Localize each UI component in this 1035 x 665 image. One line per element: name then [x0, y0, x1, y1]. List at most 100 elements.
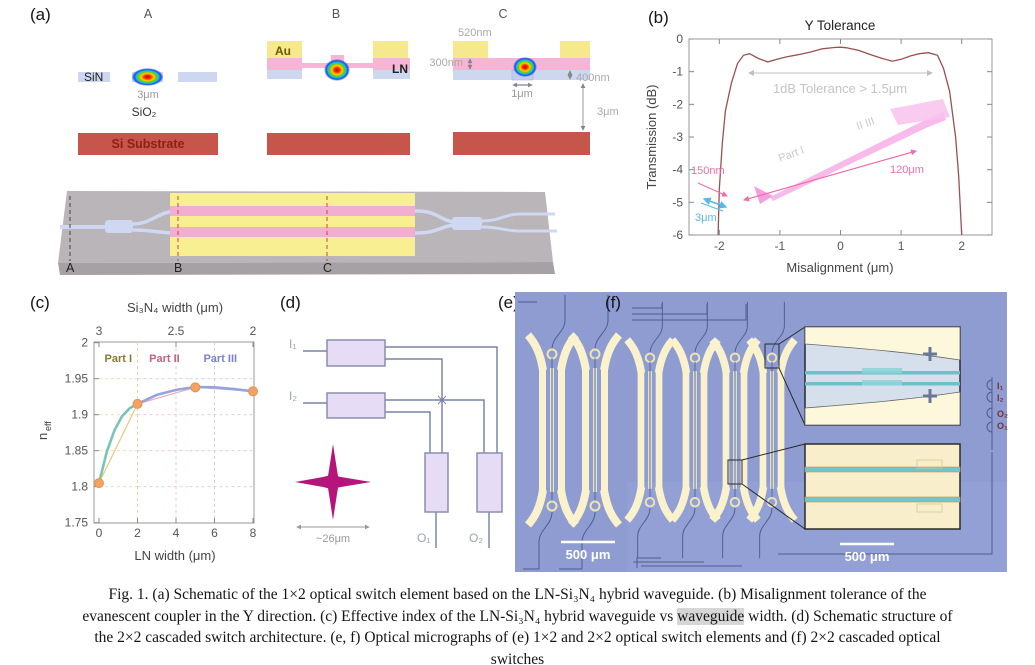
callout-box-top: [764, 343, 780, 369]
x-tick-label: -1: [775, 239, 786, 253]
switch-element-1: [326, 339, 386, 367]
inset-bottom-frame: [804, 443, 961, 530]
scale-bar-label: 500 μm: [845, 549, 890, 564]
callout-box-bottom: [727, 459, 743, 485]
input-1-label: I₁: [289, 337, 296, 351]
ln-layer: [373, 58, 410, 70]
panel-a-schematic: A SiN 3μm SiO₂ Si Substrate B Au LN: [58, 7, 619, 275]
micrograph-f: I₁ I₂ O₂ O₁ 500 μm: [627, 292, 1008, 572]
region-label: Part III: [203, 353, 237, 365]
sin-width-label: 3μm: [695, 212, 717, 224]
caption-line-4: switches: [490, 650, 545, 665]
output-1-label: O₁: [417, 531, 430, 545]
si-substrate: [267, 133, 410, 155]
caption-line-2: evanescent coupler in the Y direction. (…: [0, 606, 1035, 628]
panel-a-label: (a): [30, 5, 51, 24]
caption-line-3: the 2×2 cascaded switch architecture. (e…: [94, 629, 941, 646]
x-tick-label: 0: [837, 239, 844, 253]
callout-line: [778, 367, 806, 426]
caption-line-2-post: width. (d) Schematic structure of: [744, 607, 953, 625]
sin-strip: [373, 70, 410, 79]
callout-line: [741, 483, 806, 530]
au-pad: [453, 41, 488, 58]
inset-top: [804, 326, 961, 426]
chart-title: Y Tolerance: [805, 18, 876, 33]
gridlines: [99, 342, 254, 523]
region-labels: Part I Part II Part III: [104, 353, 237, 365]
sin-width-arrow: [702, 197, 728, 209]
top-tick-label: 2.5: [168, 324, 185, 338]
switch-architecture-schematic: I₁ I₂ O₁ O₂ ~26μm: [289, 337, 503, 548]
optical-mode-profile: [513, 57, 537, 77]
taper-inset: 150nm 120μm 3μm Part I II III: [691, 99, 950, 224]
chip-3d-schematic: A B C: [58, 191, 557, 275]
taper-electrode-upper: [804, 326, 961, 361]
au-pad: [267, 41, 302, 58]
au-thickness-label: 520nm: [458, 27, 492, 39]
output-waveguide-1: [481, 212, 555, 223]
optical-mode-profile: [131, 68, 164, 86]
y-tick-label: -2: [672, 97, 683, 111]
y-axis-label-main: n: [35, 433, 50, 440]
box-thickness-label: 3μm: [597, 106, 619, 118]
switch-element-3: [424, 452, 449, 513]
x-tick-label: 2: [958, 239, 965, 253]
crossing-vertical-arm: [327, 444, 339, 520]
transmission-curve: [717, 46, 963, 236]
tolerance-annotation: 1dB Tolerance > 1.5μm: [773, 81, 907, 96]
port-i2-label: I₂: [997, 393, 1004, 403]
mode-width-label: 3μm: [137, 89, 159, 101]
coupler-overlay-1: [862, 368, 902, 374]
sio2-label: SiO₂: [132, 105, 157, 119]
tip-width-arrow: [697, 182, 728, 197]
panel-c-label: (c): [30, 293, 50, 312]
top-tick-label: 3: [96, 324, 103, 338]
panel-b-label: (b): [648, 8, 669, 27]
x-tick-label: 1: [898, 239, 905, 253]
au-pad: [560, 41, 590, 58]
x-tick-label: 6: [211, 526, 218, 540]
part1-label: Part I: [777, 145, 806, 165]
port-i1-label: I₁: [997, 381, 1004, 391]
au-pad: [373, 41, 408, 58]
taper-length-arrow: [743, 149, 917, 202]
caption-line-1: Fig. 1. (a) Schematic of the 1×2 optical…: [108, 586, 927, 603]
inset-callouts: [727, 326, 806, 530]
y-tolerance-chart: Y Tolerance -2 -1 0 1 2 0 -1 -2 -3 -4 -5 -6 Transmi…: [644, 18, 993, 275]
plot-box: [688, 38, 993, 236]
cross-section-a: A SiN 3μm SiO₂ Si Substrate: [78, 7, 218, 155]
electrode-top: [170, 193, 415, 206]
section-a-title: A: [144, 7, 153, 21]
y-axis-label: Transmission (dB): [644, 85, 659, 190]
taper-flare: [890, 99, 950, 125]
ln-strip-top: [170, 206, 415, 216]
switch-element-2: [326, 392, 386, 419]
region-label: Part II: [149, 353, 180, 365]
electrode-bottom: [170, 237, 415, 256]
heater-outline-1: [916, 459, 943, 469]
coupler-overlay-2: [862, 380, 902, 386]
data-markers: [94, 382, 258, 489]
crossing-dim-label: ~26μm: [316, 533, 350, 545]
si-substrate: [78, 133, 218, 155]
output-waveguide-2: [481, 225, 557, 233]
route-b1-top: [385, 346, 498, 453]
heater-outline-2: [916, 503, 943, 513]
y-tick-label: 2: [81, 336, 88, 350]
ln-strip-bottom: [170, 227, 415, 237]
route-b2-bottom: [385, 411, 431, 453]
top-axis-label: Si₃N₄ width (μm): [127, 300, 223, 315]
panel-f-label: (f): [605, 293, 622, 312]
sin-strip: [267, 70, 302, 79]
micrograph-e: 500 μm: [515, 292, 628, 572]
routing-line: [632, 304, 747, 321]
output-2-label: O₂: [469, 531, 483, 545]
y-tick-label: 1.8: [71, 480, 88, 494]
au-label: Au: [275, 44, 291, 58]
sin-label: SiN: [84, 70, 103, 84]
inset-bottom: [804, 443, 961, 530]
axis-ticks: 0 2 4 6 8 2 1.95 1.9 1.85 1.8 1.75 3 2.5 2: [65, 324, 257, 540]
section-marker-c: C: [323, 261, 332, 275]
x-tick-label: 8: [250, 526, 257, 540]
routing-line: [523, 565, 540, 570]
